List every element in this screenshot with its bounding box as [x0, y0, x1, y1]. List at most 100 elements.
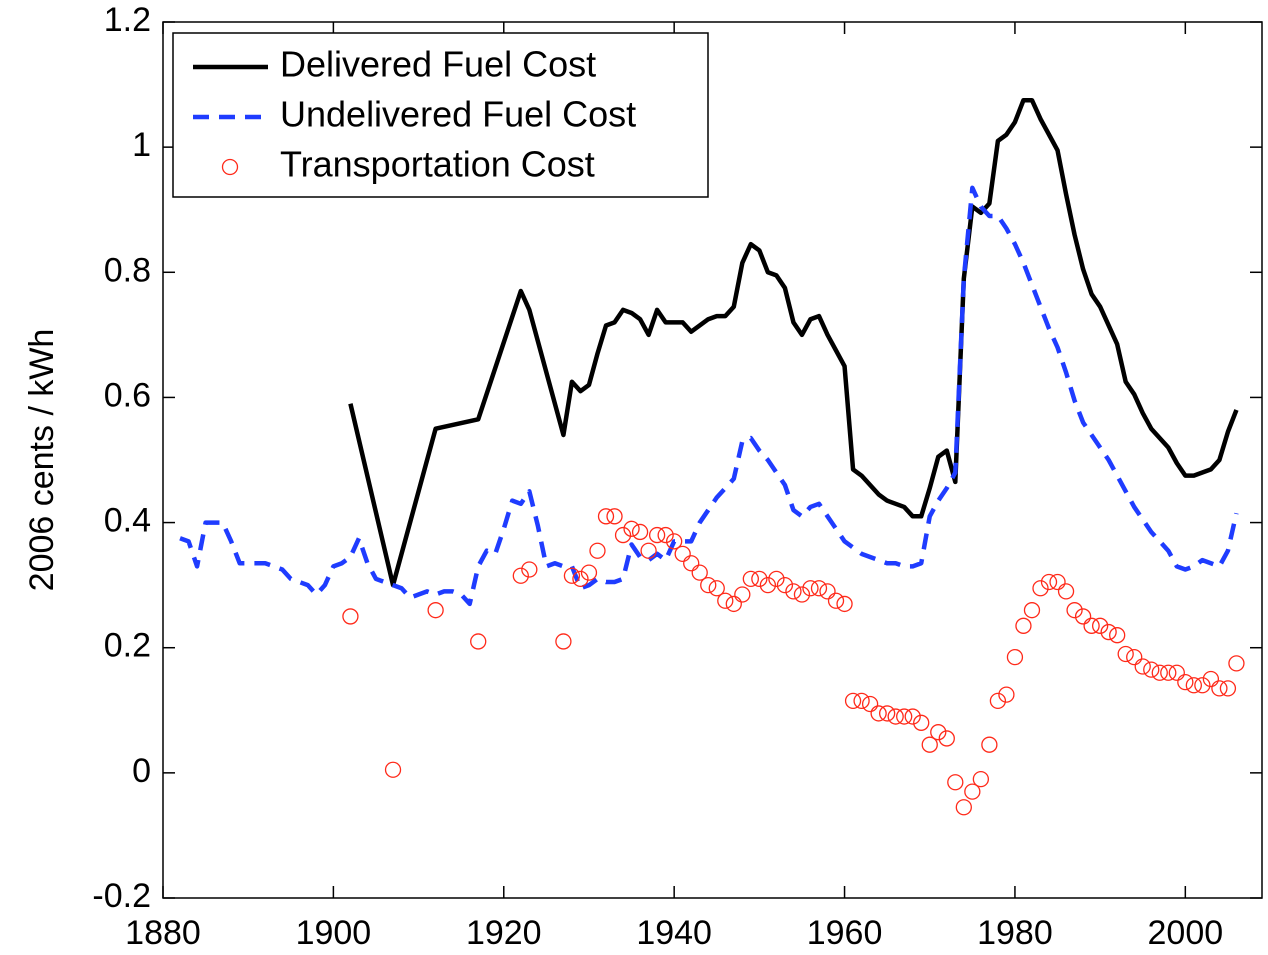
- data-point: [631, 523, 649, 541]
- data-point: [878, 705, 896, 722]
- data-point: [1083, 617, 1100, 634]
- data-point: [563, 567, 581, 584]
- data-point: [1134, 658, 1151, 675]
- data-point: [683, 555, 700, 572]
- data-point: [555, 633, 572, 650]
- data-point: [1151, 664, 1168, 681]
- data-point: [1126, 648, 1143, 666]
- data-point: [1160, 664, 1177, 681]
- data-point: [981, 736, 998, 753]
- x-tick-label: 1940: [636, 914, 712, 952]
- data-point: [1177, 673, 1194, 691]
- data-point: [1074, 608, 1092, 625]
- data-point: [597, 508, 615, 525]
- data-point: [870, 705, 887, 722]
- data-point: [648, 526, 666, 544]
- data-point: [785, 583, 802, 600]
- data-point: [1015, 617, 1032, 634]
- x-tick-label: 1900: [296, 914, 372, 952]
- data-point: [1143, 661, 1160, 678]
- data-point: [776, 576, 794, 594]
- data-point: [1049, 573, 1066, 591]
- data-point: [725, 595, 742, 613]
- data-point: [717, 592, 734, 609]
- data-point: [614, 526, 632, 544]
- series-line: [179, 185, 1239, 607]
- data-point: [904, 708, 921, 725]
- data-point: [793, 586, 811, 603]
- y-tick-label: 0.8: [104, 251, 151, 289]
- data-point: [1006, 648, 1024, 666]
- data-point: [1100, 623, 1117, 641]
- data-point: [819, 583, 836, 600]
- data-point: [955, 799, 972, 816]
- data-point: [1202, 670, 1220, 688]
- legend: Delivered Fuel Cost Undelivered Fuel Cost…: [172, 32, 709, 198]
- data-point: [691, 564, 708, 581]
- y-tick-label: 0.4: [104, 502, 151, 540]
- data-point: [1185, 677, 1202, 694]
- data-point: [896, 708, 913, 725]
- legend-label: Delivered Fuel Cost: [280, 44, 596, 85]
- data-point: [751, 570, 768, 588]
- y-tick-label: -0.2: [92, 877, 151, 915]
- series-line: [348, 97, 1239, 588]
- x-tick-label: 1980: [977, 914, 1053, 952]
- data-point: [989, 692, 1007, 710]
- data-point: [1194, 677, 1211, 694]
- data-point: [861, 695, 879, 713]
- data-point: [1109, 627, 1126, 644]
- data-point: [580, 564, 598, 581]
- data-point: [657, 526, 674, 544]
- data-point: [972, 770, 990, 788]
- data-point: [1091, 617, 1109, 634]
- data-point: [938, 730, 955, 747]
- data-point: [1168, 664, 1185, 681]
- data-point: [708, 580, 725, 597]
- data-point: [427, 602, 444, 619]
- data-point: [512, 567, 529, 584]
- data-point: [1023, 602, 1041, 619]
- data-point: [1066, 602, 1083, 619]
- data-point: [802, 580, 819, 597]
- data-point: [998, 686, 1015, 703]
- y-tick-label: 0.6: [104, 376, 151, 414]
- data-point: [606, 508, 623, 525]
- data-point: [930, 724, 947, 741]
- y-axis-label: 2006 cents / kWh: [23, 329, 61, 592]
- data-point: [827, 592, 845, 609]
- data-point: [666, 533, 683, 550]
- x-tick-label: 1960: [807, 914, 883, 952]
- data-point: [913, 714, 930, 731]
- y-tick-label: 0.2: [104, 627, 151, 665]
- legend-label: Transportation Cost: [280, 144, 595, 185]
- data-point: [1032, 580, 1049, 597]
- data-point: [844, 692, 862, 710]
- data-point: [700, 576, 717, 594]
- data-point: [589, 542, 606, 559]
- data-point: [1211, 680, 1228, 697]
- x-tick-label: 1880: [125, 914, 201, 952]
- legend-symbol: [221, 158, 239, 176]
- data-point: [1219, 680, 1237, 697]
- legend-label: Undelivered Fuel Cost: [280, 94, 636, 135]
- data-point: [768, 570, 785, 588]
- legend-box: [172, 32, 709, 198]
- data-point: [887, 708, 904, 725]
- data-point: [947, 774, 964, 791]
- data-point: [836, 595, 853, 613]
- y-tick-label: 1: [132, 126, 151, 164]
- data-point: [1117, 645, 1134, 663]
- data-point: [742, 570, 759, 588]
- data-point: [759, 576, 777, 594]
- data-point: [470, 633, 487, 650]
- x-tick-label: 2000: [1148, 914, 1224, 952]
- y-tick-label: 0: [132, 752, 151, 790]
- data-point: [521, 561, 538, 578]
- data-point: [640, 542, 657, 559]
- data-point: [572, 570, 589, 588]
- data-point: [734, 586, 751, 603]
- data-point: [384, 761, 402, 778]
- plot-frame: [162, 21, 1263, 899]
